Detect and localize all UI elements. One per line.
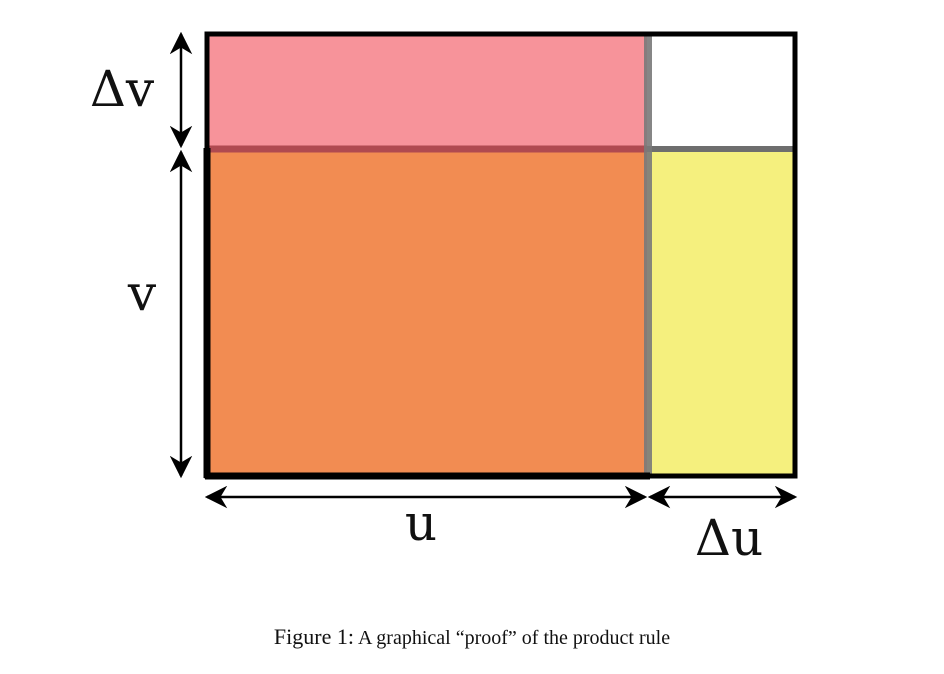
delta-v-label: Δv [90,60,155,118]
delta-u-label: Δu [695,509,763,567]
right-strip-region [647,148,795,476]
figure-caption-text: A graphical “proof” of the product rule [357,627,671,649]
top-strip-region [207,34,647,148]
main-rect-region [207,148,647,476]
v-label: v [127,264,157,322]
figure-caption: Figure 1: A graphical “proof” of the pro… [0,624,944,650]
corner-region [647,34,795,148]
product-rule-diagram: Δv v u Δu [90,31,798,567]
u-label: u [405,494,437,552]
figure-number: Figure 1: [273,624,354,649]
